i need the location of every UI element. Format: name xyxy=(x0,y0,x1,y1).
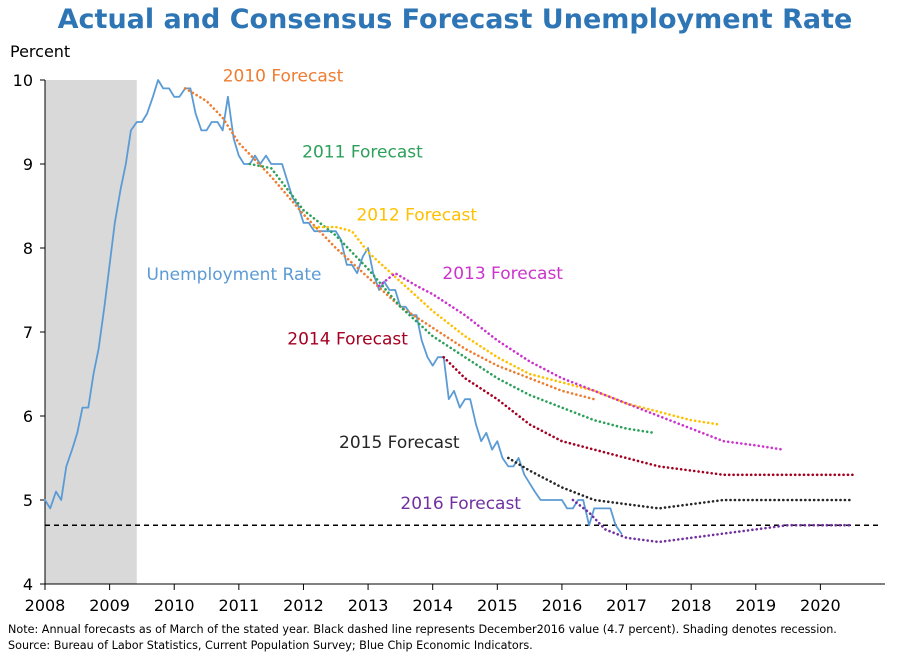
x-tick-label-2019: 2019 xyxy=(735,596,776,615)
series-line-2010-forecast xyxy=(183,87,596,401)
y-tick-label-5: 5 xyxy=(23,491,33,510)
x-tick-label-2020: 2020 xyxy=(800,596,841,615)
y-axis-label: Percent xyxy=(10,42,71,61)
y-tick-label-7: 7 xyxy=(23,323,33,342)
annotation-2016-forecast: 2016 Forecast xyxy=(400,494,521,514)
x-tick-label-2010: 2010 xyxy=(154,596,195,615)
series-line-unemployment-rate xyxy=(44,79,623,535)
annotation-2011-forecast: 2011 Forecast xyxy=(302,142,423,162)
x-tick-label-2018: 2018 xyxy=(671,596,712,615)
x-tick-label-2016: 2016 xyxy=(542,596,583,615)
x-tick-label-2014: 2014 xyxy=(412,596,453,615)
x-tick-label-2008: 2008 xyxy=(25,596,66,615)
series-line-2013-forecast xyxy=(377,271,785,451)
source-text: Source: Bureau of Labor Statistics, Curr… xyxy=(8,639,533,652)
y-tick-label-9: 9 xyxy=(23,155,33,174)
annotation-2010-forecast: 2010 Forecast xyxy=(223,67,344,87)
x-tick-label-2011: 2011 xyxy=(218,596,259,615)
unemployment-chart: 4 5 6 7 8 9 10 2008 2009 2010 2011 2012 2013 2014 2015… xyxy=(13,67,885,615)
chart-title: Actual and Consensus Forecast Unemployme… xyxy=(57,4,853,35)
y-tick-label-6: 6 xyxy=(23,407,33,426)
chart-notes: Note: Annual forecasts as of March of th… xyxy=(8,622,837,654)
series-line-2016-forecast xyxy=(571,498,855,544)
series-line-2012-forecast xyxy=(313,225,720,426)
y-tick-label-4: 4 xyxy=(23,575,33,594)
annotation-2013-forecast: 2013 Forecast xyxy=(442,264,563,284)
y-tick-label-10: 10 xyxy=(13,71,33,90)
note-text: Note: Annual forecasts as of March of th… xyxy=(8,623,837,636)
annotation-2015-forecast: 2015 Forecast xyxy=(339,433,460,453)
annotation-unemployment-rate: Unemployment Rate xyxy=(146,265,321,285)
annotation-2014-forecast: 2014 Forecast xyxy=(287,330,408,350)
y-tick-label-8: 8 xyxy=(23,239,33,258)
x-tick-label-2017: 2017 xyxy=(606,596,647,615)
x-tick-label-2013: 2013 xyxy=(348,596,389,615)
recession-shading xyxy=(45,80,137,584)
annotation-2012-forecast: 2012 Forecast xyxy=(356,205,477,225)
series-line-2015-forecast xyxy=(506,456,855,510)
x-tick-label-2012: 2012 xyxy=(283,596,324,615)
x-tick-label-2015: 2015 xyxy=(477,596,518,615)
series-line-2014-forecast xyxy=(442,355,855,477)
x-tick-label-2009: 2009 xyxy=(89,596,130,615)
